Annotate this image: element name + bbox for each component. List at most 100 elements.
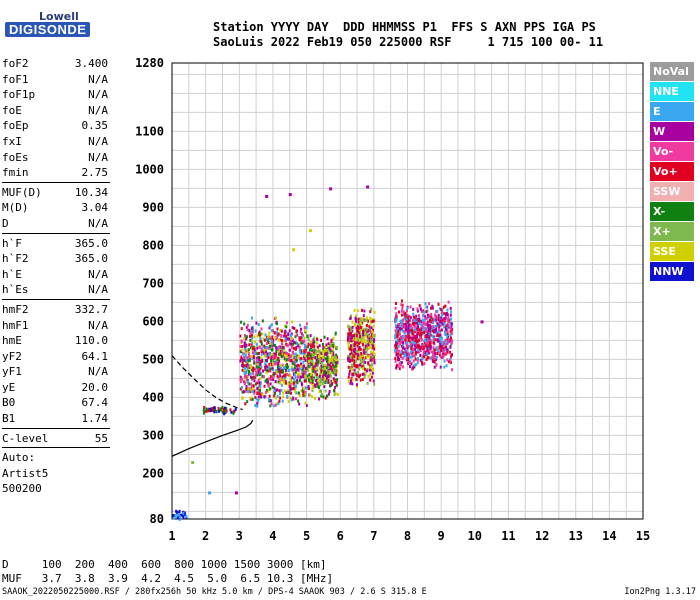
echo-point <box>298 338 301 342</box>
echo-point <box>242 390 245 394</box>
echo-point <box>284 371 287 374</box>
echo-point <box>406 353 409 357</box>
echo-point <box>409 360 412 364</box>
param-row: hmE 110.0 <box>2 333 110 349</box>
echo-point <box>432 337 435 341</box>
echo-point <box>445 364 448 368</box>
echo-point <box>330 340 333 344</box>
echo-point <box>354 354 357 358</box>
distance-muf-table: D 100 200 400 600 800 1000 1500 3000 [km… <box>2 558 333 586</box>
echo-point <box>368 355 371 358</box>
echo-point <box>285 381 287 385</box>
echo-point <box>246 323 249 327</box>
echo-point <box>241 385 243 389</box>
echo-point <box>284 336 287 340</box>
echo-point <box>281 378 284 382</box>
echo-point <box>291 338 294 342</box>
echo-point <box>267 335 270 339</box>
echo-point <box>255 371 258 375</box>
echo-point <box>297 354 300 358</box>
echo-point <box>244 402 247 406</box>
echo-point <box>404 322 407 326</box>
echo-point <box>364 372 367 376</box>
echo-point <box>362 319 365 323</box>
echo-point <box>286 337 289 341</box>
echo-point <box>279 396 282 400</box>
echo-point <box>252 371 255 375</box>
echo-point <box>444 304 447 308</box>
legend-item: SSW <box>650 182 694 201</box>
echo-point <box>329 350 332 354</box>
echo-point <box>409 326 412 330</box>
echo-point <box>182 511 185 515</box>
echo-point <box>249 338 252 342</box>
echo-point <box>258 351 260 355</box>
echo-point <box>332 361 335 365</box>
echo-point <box>371 344 374 348</box>
echo-point <box>371 318 374 322</box>
echo-point <box>233 409 236 413</box>
echo-point <box>335 373 338 377</box>
echo-point <box>266 358 268 362</box>
echo-point <box>293 355 296 359</box>
echo-point <box>248 370 250 374</box>
echo-point <box>281 363 284 367</box>
echo-point <box>265 378 268 382</box>
echo-point <box>246 328 249 332</box>
echo-point <box>399 335 402 339</box>
echo-point <box>419 353 422 357</box>
echo-point <box>351 367 354 371</box>
echo-point <box>246 362 249 365</box>
echo-point <box>404 338 407 342</box>
echo-point <box>329 349 332 352</box>
echo-point <box>304 354 307 358</box>
echo-point <box>302 374 305 378</box>
echo-point <box>325 343 328 347</box>
echo-point <box>402 329 404 333</box>
echo-point <box>250 326 253 330</box>
echo-point <box>426 309 429 313</box>
echo-point <box>395 353 398 357</box>
echo-point <box>329 371 332 375</box>
echo-point <box>315 376 318 380</box>
echo-point <box>445 340 448 344</box>
param-name: yF1 <box>2 365 22 379</box>
echo-point <box>315 350 318 354</box>
echo-point <box>312 367 315 371</box>
echo-point <box>311 345 313 349</box>
echo-point <box>266 368 269 372</box>
echo-point <box>336 361 339 365</box>
echo-point <box>270 323 273 327</box>
echo-point <box>271 366 274 370</box>
echo-point <box>356 357 359 361</box>
echo-point <box>444 352 447 356</box>
echo-point <box>420 310 423 314</box>
echo-point <box>369 310 372 313</box>
echo-point <box>247 365 250 369</box>
echo-point <box>290 367 293 371</box>
echo-point <box>449 330 452 334</box>
echo-point <box>246 368 249 372</box>
echo-point <box>365 318 368 322</box>
echo-point <box>272 378 275 381</box>
echo-point <box>446 336 449 340</box>
echo-point <box>291 365 293 369</box>
echo-point <box>257 378 260 382</box>
echo-point <box>260 356 263 360</box>
param-row: foF1p N/A <box>2 87 110 103</box>
echo-point <box>443 342 446 346</box>
echo-point <box>418 350 420 354</box>
echo-point <box>401 356 404 360</box>
echo-point <box>439 336 442 340</box>
echo-point <box>259 339 262 343</box>
echo-point <box>288 329 291 333</box>
echo-point <box>278 349 281 353</box>
echo-point <box>370 366 373 370</box>
echo-point <box>312 351 315 355</box>
echo-point <box>302 360 305 364</box>
echo-point <box>368 328 371 332</box>
echo-point <box>447 316 450 320</box>
echo-point <box>316 382 318 386</box>
echo-point <box>333 370 336 374</box>
echo-point <box>394 357 397 360</box>
